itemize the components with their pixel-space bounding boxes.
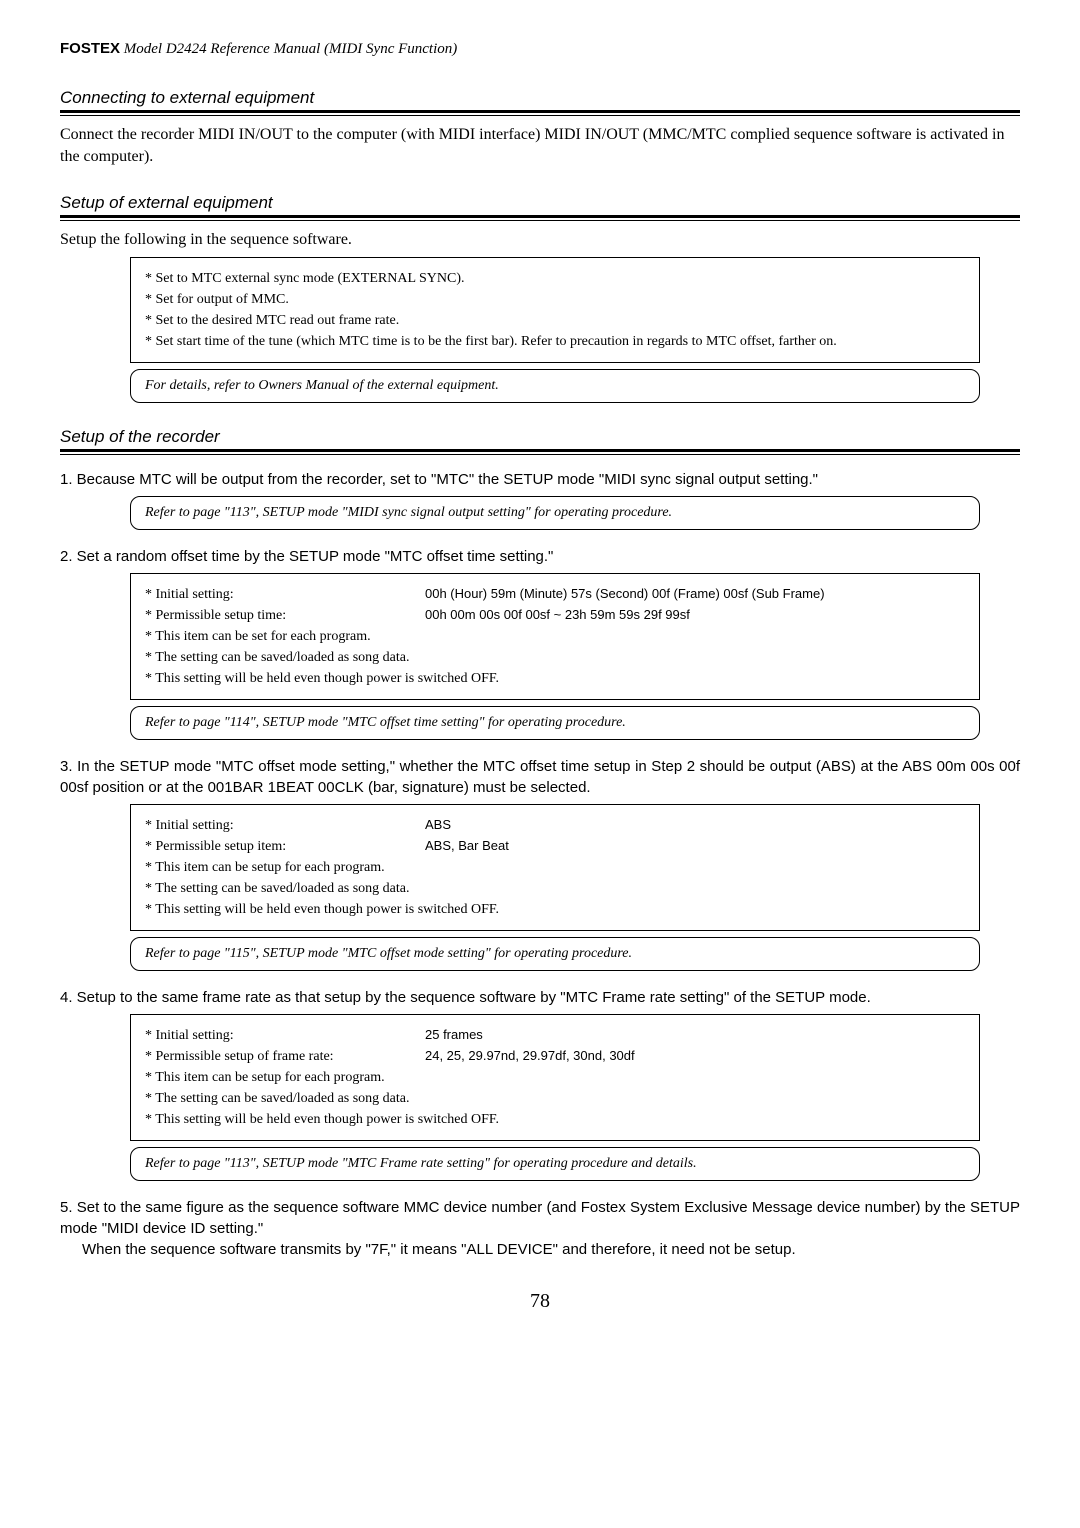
section-rule [60, 449, 1020, 455]
box-line: * The setting can be saved/loaded as son… [145, 1088, 965, 1109]
box-line: * Set start time of the tune (which MTC … [145, 331, 965, 352]
initial-label: * Initial setting: [145, 584, 425, 605]
box-line: * This setting will be held even though … [145, 668, 965, 689]
step4-text: 4. Setup to the same frame rate as that … [60, 987, 1020, 1008]
box-line: * Set for output of MMC. [145, 289, 965, 310]
box-line: * This setting will be held even though … [145, 1109, 965, 1130]
step1-ref: Refer to page "113", SETUP mode "MIDI sy… [130, 496, 980, 530]
box-line: * The setting can be saved/loaded as son… [145, 878, 965, 899]
page-header: FOSTEX Model D2424 Reference Manual (MID… [60, 40, 1020, 58]
step2-box: * Initial setting: 00h (Hour) 59m (Minut… [130, 573, 980, 700]
section-rule [60, 110, 1020, 116]
page-number: 78 [60, 1290, 1020, 1313]
perm-value: 24, 25, 29.97nd, 29.97df, 30nd, 30df [425, 1046, 635, 1067]
initial-value: ABS [425, 815, 451, 836]
step5-line1: 5. Set to the same figure as the sequenc… [60, 1199, 1020, 1237]
box-line: * Set to the desired MTC read out frame … [145, 310, 965, 331]
section2-title: Setup of external equipment [60, 193, 1020, 213]
step2-ref: Refer to page "114", SETUP mode "MTC off… [130, 706, 980, 740]
initial-value: 25 frames [425, 1025, 483, 1046]
step3-text: 3. In the SETUP mode "MTC offset mode se… [60, 756, 1020, 798]
perm-value: ABS, Bar Beat [425, 836, 509, 857]
box-line: * This setting will be held even though … [145, 899, 965, 920]
initial-value: 00h (Hour) 59m (Minute) 57s (Second) 00f… [425, 584, 825, 605]
section2-box: * Set to MTC external sync mode (EXTERNA… [130, 257, 980, 363]
section2-ref: For details, refer to Owners Manual of t… [130, 369, 980, 403]
section2-body: Setup the following in the sequence soft… [60, 229, 1020, 251]
perm-label: * Permissible setup time: [145, 605, 425, 626]
box-line: * This item can be set for each program. [145, 626, 965, 647]
section-rule [60, 215, 1020, 221]
manual-title: Model D2424 Reference Manual (MIDI Sync … [124, 41, 458, 57]
box-line: * This item can be setup for each progra… [145, 857, 965, 878]
perm-label: * Permissible setup of frame rate: [145, 1046, 425, 1067]
box-line: * This item can be setup for each progra… [145, 1067, 965, 1088]
step5-text: 5. Set to the same figure as the sequenc… [60, 1197, 1020, 1260]
step3-box: * Initial setting: ABS * Permissible set… [130, 804, 980, 931]
initial-label: * Initial setting: [145, 1025, 425, 1046]
step4-ref: Refer to page "113", SETUP mode "MTC Fra… [130, 1147, 980, 1181]
step4-box: * Initial setting: 25 frames * Permissib… [130, 1014, 980, 1141]
section1-body: Connect the recorder MIDI IN/OUT to the … [60, 124, 1020, 169]
section1-title: Connecting to external equipment [60, 88, 1020, 108]
step3-ref: Refer to page "115", SETUP mode "MTC off… [130, 937, 980, 971]
perm-value: 00h 00m 00s 00f 00sf ~ 23h 59m 59s 29f 9… [425, 605, 690, 626]
box-line: * The setting can be saved/loaded as son… [145, 647, 965, 668]
brand-logo: FOSTEX [60, 40, 120, 57]
box-line: * Set to MTC external sync mode (EXTERNA… [145, 268, 965, 289]
step5-line2: When the sequence software transmits by … [82, 1239, 1020, 1260]
initial-label: * Initial setting: [145, 815, 425, 836]
section3-title: Setup of the recorder [60, 427, 1020, 447]
step1-text: 1. Because MTC will be output from the r… [60, 469, 1020, 490]
perm-label: * Permissible setup item: [145, 836, 425, 857]
step2-text: 2. Set a random offset time by the SETUP… [60, 546, 1020, 567]
